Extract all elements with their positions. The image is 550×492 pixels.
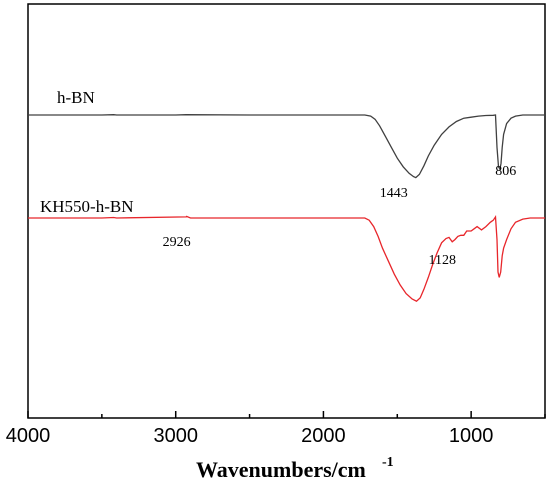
plot-border bbox=[27, 3, 546, 419]
annotation-2926: 2926 bbox=[163, 235, 191, 250]
series-line-h-bn bbox=[28, 114, 545, 179]
x-tick-label-4000: 4000 bbox=[6, 425, 51, 447]
series-label-kh550-h-bn: KH550-h-BN bbox=[40, 197, 134, 216]
x-tick-label-1000: 1000 bbox=[449, 425, 494, 447]
series-layer bbox=[28, 114, 545, 302]
x-tick-label-3000: 3000 bbox=[153, 425, 198, 447]
x-tick-label-2000: 2000 bbox=[301, 425, 346, 447]
x-axis-label-superscript: -1 bbox=[382, 455, 394, 470]
series-line-kh550-h-bn bbox=[28, 214, 545, 302]
annotation-806: 806 bbox=[495, 164, 516, 179]
x-axis-ticks: 4000 3000 2000 1000 bbox=[6, 411, 546, 447]
annotation-1128: 1128 bbox=[428, 253, 455, 268]
annotations-layer: 1443 806 2926 1128 bbox=[163, 164, 517, 268]
series-label-h-bn: h-BN bbox=[57, 88, 95, 107]
plot-frame bbox=[27, 3, 546, 419]
annotation-1443: 1443 bbox=[380, 186, 408, 201]
x-axis-label: Wavenumbers/cm bbox=[196, 457, 366, 482]
